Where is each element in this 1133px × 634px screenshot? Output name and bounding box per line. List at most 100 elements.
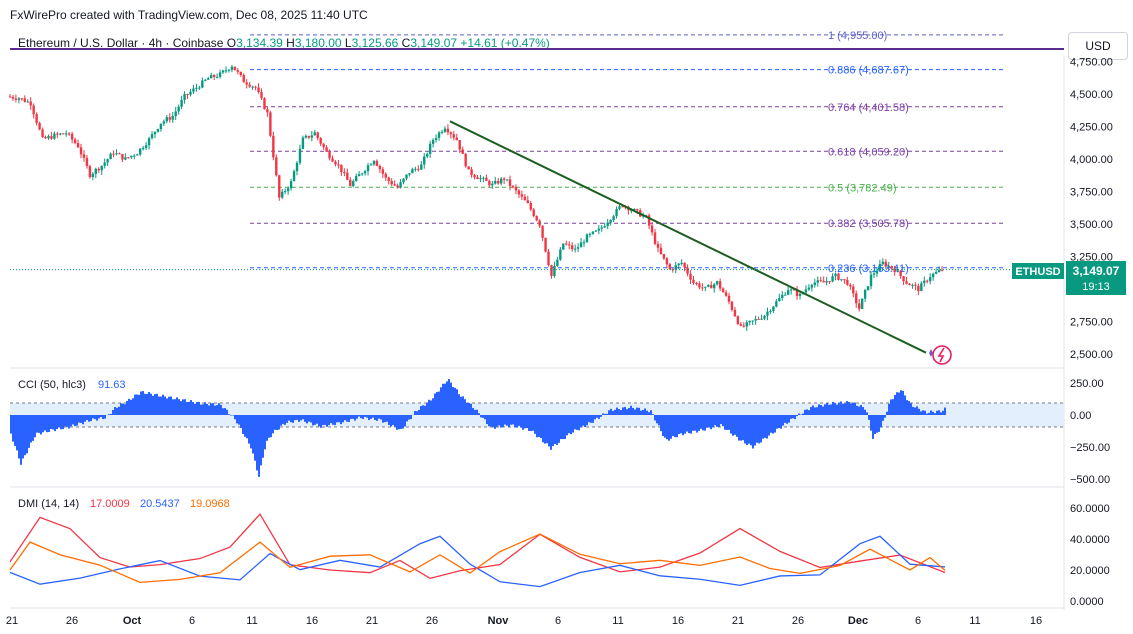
replay-icon[interactable] [929,345,952,365]
dmi-title[interactable]: DMI (14, 14) [18,498,79,510]
time-tick: 11 [969,615,980,627]
candle [130,155,133,160]
cci-bar [186,401,188,415]
currency-button[interactable]: USD [1068,32,1128,60]
cci-bar [192,401,194,415]
candle [239,71,242,77]
dmi-tick: 40.0000 [1070,534,1110,546]
candle [334,160,337,167]
candle [230,64,234,73]
cci-bar [828,404,830,415]
candle [550,264,553,279]
candle [150,131,154,140]
candle [405,174,408,181]
candle [701,283,704,291]
candle [20,98,24,101]
cci-bar [298,415,300,422]
cci-bar [470,403,472,415]
cci-bar [394,415,396,427]
cci-bar [286,415,288,423]
cci-bar [628,408,630,415]
candle [730,300,734,312]
candle [198,85,201,90]
candle [866,286,870,291]
time-tick: Oct [123,615,142,627]
cci-bar [520,415,522,428]
cci-bar [94,415,96,420]
candle [692,275,695,285]
ethusd-symbol-text: ETHUSD [1015,266,1060,278]
candle [313,129,316,136]
candle [242,73,245,83]
candle [582,239,586,247]
cci-bar [482,415,484,418]
candle [476,174,479,180]
cci-bar [118,406,120,415]
cci-bar [718,415,720,428]
cci-bar [126,401,128,415]
cci-bar [726,415,728,430]
candle [934,268,938,275]
cci-bar [174,399,176,415]
cci-bar [694,415,696,431]
cci-bar [542,415,544,443]
cci-bar [540,415,542,439]
candle [715,280,719,286]
cci-bar [764,415,766,438]
cci-bar [840,401,842,415]
candle [417,165,420,172]
candle [79,143,83,159]
candle [153,131,157,139]
cci-bar [356,415,358,419]
cci-bar [248,415,250,444]
candle [914,282,917,291]
cci-bar [568,415,570,434]
candle [482,176,485,183]
trendline-segment[interactable] [449,120,927,354]
candle [585,233,589,243]
candle [201,77,204,89]
time-axis[interactable]: 21 26 Oct 6 11 16 21 26 Nov 6 11 16 21 26 Dec 6 11 16 [6,615,1042,627]
cci-bar [518,415,520,426]
cci-title[interactable]: CCI (50, hlc3) [18,379,86,391]
fibonacci-levels[interactable]: 1 (4,955.00) 0.886 (4,687.67) 0.764 (4,401… [250,30,1003,275]
cci-bar [446,381,448,415]
cci-bar [768,415,770,436]
cci-bar [96,415,98,421]
cci-bar [930,410,932,415]
cci-bar [906,400,908,415]
cci-bar [340,415,342,425]
time-tick: 21 [366,615,378,627]
price-tick: 3,250.00 [1070,252,1113,264]
cci-bar [180,401,182,415]
cci-bar [592,415,594,423]
candle [565,240,568,246]
cci-bar [938,410,940,415]
candle [227,69,231,73]
candle [47,134,50,140]
cci-bar [80,415,82,423]
cci-tick: −250.00 [1070,442,1110,454]
candle [647,213,651,230]
cci-bar [62,415,64,430]
low-label: L [344,36,352,50]
cci-bar [606,413,608,415]
trendline[interactable] [449,120,927,354]
candles [8,64,944,331]
candle [325,145,328,153]
cci-bar [808,410,810,415]
candle [118,152,121,155]
symbol-legend: Ethereum / U.S. Dollar · 4h · Coinbase O… [18,36,550,50]
candle [606,218,609,230]
cci-bar [358,415,360,417]
candle [50,131,53,140]
symbol-title[interactable]: Ethereum / U.S. Dollar · 4h · Coinbase [18,36,224,50]
time-tick: 26 [792,615,804,627]
candle [541,225,544,241]
candle [857,298,861,312]
cci-bar [504,415,506,425]
candle [248,82,251,88]
cci-bar [208,405,210,415]
cci-bar [150,393,152,415]
